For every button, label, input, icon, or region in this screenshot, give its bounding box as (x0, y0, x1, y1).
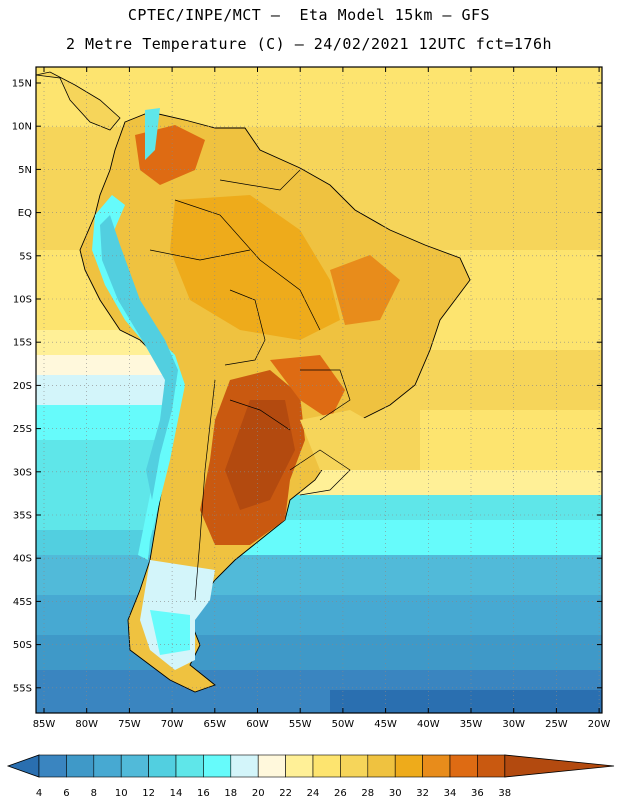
lat-label: 15S (13, 338, 32, 349)
colorbar-label: 20 (252, 788, 265, 799)
colorbar-swatch (285, 754, 314, 778)
lat-label: 55S (13, 683, 32, 694)
colorbar-swatch (66, 754, 95, 778)
lon-label: 80W (75, 719, 98, 730)
lon-label: 45W (374, 719, 397, 730)
lat-label: 45S (13, 597, 32, 608)
lon-label: 25W (545, 719, 568, 730)
colorbar-label: 16 (197, 788, 210, 799)
colorbar-swatch (394, 754, 423, 778)
title-line-1: CPTEC/INPE/MCT – Eta Model 15km – GFS (127, 6, 491, 24)
colorbar-label: 4 (36, 788, 42, 799)
colorbar-swatch (175, 754, 204, 778)
colorbar-label: 22 (279, 788, 292, 799)
colorbar (6, 754, 615, 778)
colorbar-label: 34 (444, 788, 457, 799)
lon-label: 40W (417, 719, 440, 730)
colorbar-label: 14 (170, 788, 183, 799)
lon-label: 30W (502, 719, 525, 730)
lon-label: 70W (161, 719, 184, 730)
colorbar-label: 36 (471, 788, 484, 799)
colorbar-swatch (422, 754, 451, 778)
colorbar-swatch (477, 754, 506, 778)
lon-label: 85W (33, 719, 56, 730)
lat-label: 15N (12, 79, 32, 90)
colorbar-label: 30 (389, 788, 402, 799)
colorbar-swatch (203, 754, 232, 778)
colorbar-swatch (148, 754, 177, 778)
colorbar-label: 18 (224, 788, 237, 799)
colorbar-label: 8 (91, 788, 97, 799)
lat-label: 35S (13, 511, 32, 522)
colorbar-swatch (367, 754, 396, 778)
colorbar-swatch (38, 754, 67, 778)
lon-label: 35W (460, 719, 483, 730)
map-frame (35, 66, 603, 714)
lon-label: 65W (203, 719, 226, 730)
colorbar-label: 10 (115, 788, 128, 799)
lat-label: 40S (13, 554, 32, 565)
lat-label: 5S (19, 251, 32, 262)
colorbar-label: 38 (498, 788, 511, 799)
colorbar-swatch (230, 754, 259, 778)
colorbar-swatch (340, 754, 369, 778)
colorbar-arrow-high (504, 754, 615, 778)
colorbar-arrow-low (6, 754, 40, 778)
lat-label: 5N (18, 165, 32, 176)
colorbar-label: 28 (361, 788, 374, 799)
colorbar-label: 26 (334, 788, 347, 799)
colorbar-label: 32 (416, 788, 429, 799)
title-line-2: 2 Metre Temperature (C) – 24/02/2021 12U… (65, 35, 553, 53)
colorbar-swatch (257, 754, 286, 778)
colorbar-label: 24 (307, 788, 320, 799)
lat-label: 50S (13, 640, 32, 651)
lat-label: 10N (12, 122, 32, 133)
longitude-labels: 85W 80W 75W 70W 65W 60W 55W 50W 45W 40W 35W 30W 25W 2… (33, 67, 611, 730)
latitude-labels: 15N 10N 5N EQ 5S 10S 15S 20S 25S 30S 35S 40S 45S 50S 5… (12, 79, 602, 694)
colorbar-swatch (120, 754, 149, 778)
lon-label: 20W (588, 719, 611, 730)
lat-label: 10S (13, 295, 32, 306)
colorbar-swatch (93, 754, 122, 778)
lon-label: 50W (332, 719, 355, 730)
colorbar-swatch (449, 754, 478, 778)
lat-label: EQ (18, 208, 32, 219)
lat-label: 20S (13, 381, 32, 392)
map-area (36, 67, 602, 713)
lon-label: 75W (118, 719, 141, 730)
colorbar-labels: 4 6 8 10 12 14 16 18 20 22 24 26 28 30 32 34 36 38 (36, 788, 511, 799)
lon-label: 55W (289, 719, 312, 730)
lat-label: 30S (13, 467, 32, 478)
lon-label: 60W (246, 719, 269, 730)
lat-label: 25S (13, 424, 32, 435)
colorbar-label: 12 (142, 788, 155, 799)
colorbar-swatch (312, 754, 341, 778)
colorbar-label: 6 (63, 788, 69, 799)
